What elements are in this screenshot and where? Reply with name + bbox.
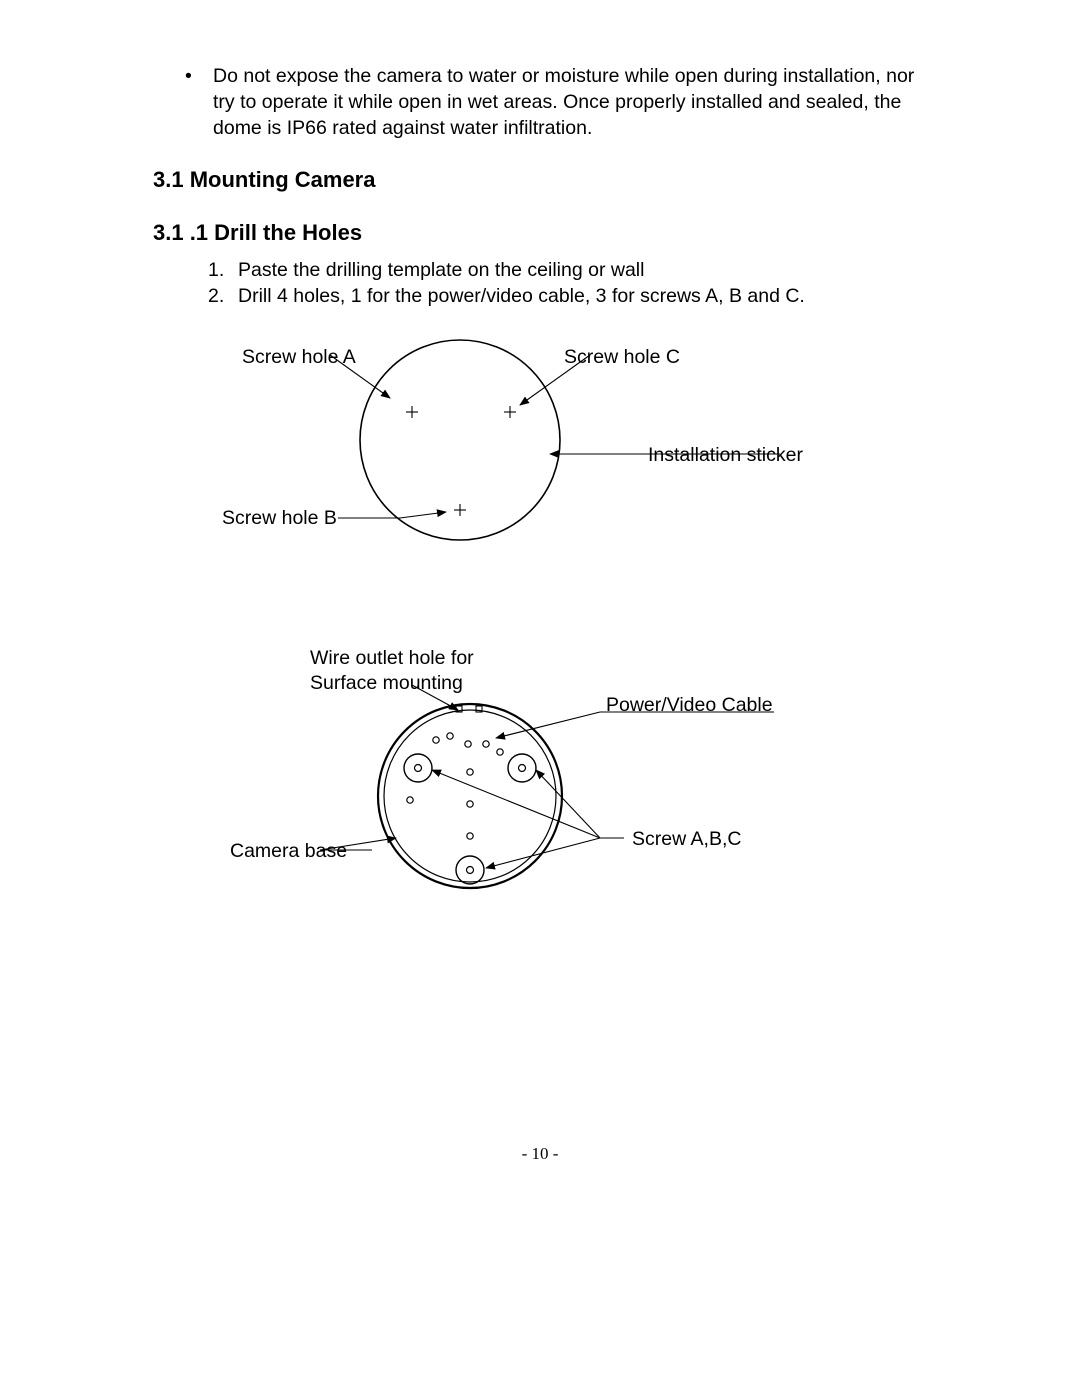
page-number: - 10 - bbox=[0, 1144, 1080, 1164]
label-screw-abc: Screw A,B,C bbox=[632, 828, 741, 851]
label-screw-hole-c: Screw hole C bbox=[564, 346, 680, 369]
label-screw-hole-b: Screw hole B bbox=[222, 507, 337, 530]
template-diagram bbox=[0, 0, 1080, 1397]
document-page: • Do not expose the camera to water or m… bbox=[0, 0, 1080, 1397]
label-installation-sticker: Installation sticker bbox=[648, 444, 803, 467]
label-screw-hole-a: Screw hole A bbox=[242, 346, 356, 369]
label-camera-base: Camera base bbox=[230, 840, 347, 863]
label-power-video-cable: Power/Video Cable bbox=[606, 694, 773, 717]
label-wire-outlet-1: Wire outlet hole for bbox=[310, 647, 474, 670]
label-wire-outlet-2: Surface mounting bbox=[310, 672, 463, 695]
